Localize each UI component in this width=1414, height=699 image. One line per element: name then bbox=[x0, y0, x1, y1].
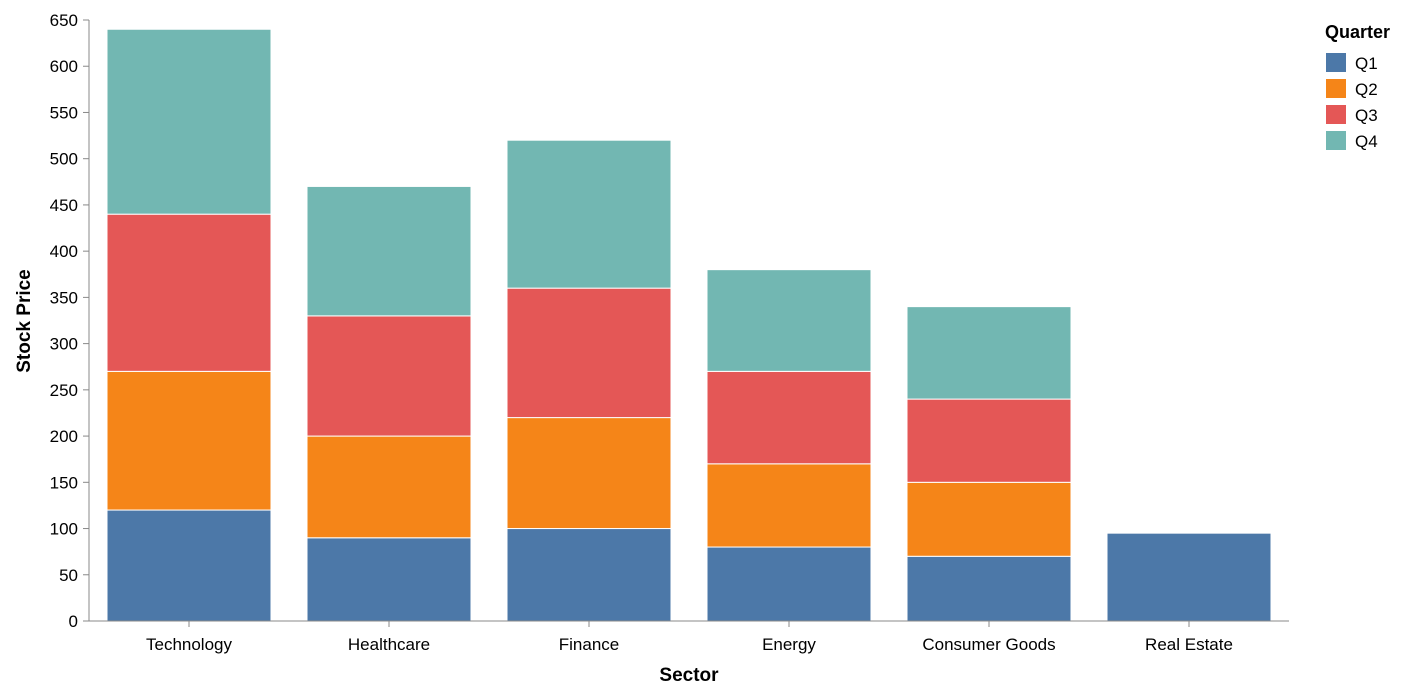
legend-items: Q1 Q2 Q3 Q4 bbox=[1326, 53, 1378, 151]
bar-technology-q4 bbox=[106, 28, 272, 215]
y-tick-label: 0 bbox=[69, 612, 78, 631]
x-tick-label: Real Estate bbox=[1145, 635, 1233, 654]
bar-energy-q4 bbox=[706, 269, 872, 372]
x-tick-label: Healthcare bbox=[348, 635, 430, 654]
bar-healthcare-q1 bbox=[306, 537, 472, 622]
legend: Quarter Q1 Q2 Q3 Q4 bbox=[1325, 22, 1390, 151]
bar-healthcare-q2 bbox=[306, 435, 472, 539]
legend-swatch-q2 bbox=[1326, 79, 1346, 98]
y-tick-label: 400 bbox=[50, 242, 78, 261]
bar-healthcare-q4 bbox=[306, 185, 472, 317]
x-tick-label: Technology bbox=[146, 635, 233, 654]
y-tick-label: 50 bbox=[59, 566, 78, 585]
y-tick-label: 200 bbox=[50, 427, 78, 446]
x-tick-label: Consumer Goods bbox=[922, 635, 1055, 654]
y-tick-label: 150 bbox=[50, 473, 78, 492]
y-tick-label: 500 bbox=[50, 150, 78, 169]
bar-healthcare-q3 bbox=[306, 315, 472, 437]
y-tick-label: 300 bbox=[50, 335, 78, 354]
legend-label-q4: Q4 bbox=[1355, 132, 1378, 151]
legend-title: Quarter bbox=[1325, 22, 1390, 42]
y-axis: 0 50 100 150 200 250 300 350 400 450 500 550 600 650 bbox=[50, 11, 90, 631]
legend-label-q2: Q2 bbox=[1355, 80, 1378, 99]
x-axis-title: Sector bbox=[659, 665, 719, 686]
x-tick-label: Energy bbox=[762, 635, 816, 654]
y-tick-label: 250 bbox=[50, 381, 78, 400]
legend-swatch-q1 bbox=[1326, 53, 1346, 72]
bar-technology-q2 bbox=[106, 370, 272, 511]
y-tick-label: 350 bbox=[50, 288, 78, 307]
legend-swatch-q3 bbox=[1326, 105, 1346, 124]
bar-real-estate-q1 bbox=[1106, 532, 1272, 622]
bar-technology-q1 bbox=[106, 509, 272, 622]
y-tick-label: 600 bbox=[50, 57, 78, 76]
legend-label-q3: Q3 bbox=[1355, 106, 1378, 125]
bar-finance-q1 bbox=[506, 528, 672, 622]
legend-swatch-q4 bbox=[1326, 131, 1346, 150]
y-tick-label: 550 bbox=[50, 103, 78, 122]
bar-consumer-goods-q3 bbox=[906, 398, 1072, 483]
y-tick-label: 450 bbox=[50, 196, 78, 215]
bar-finance-q4 bbox=[506, 139, 672, 289]
x-axis: Technology Healthcare Finance Energy Consume… bbox=[89, 620, 1289, 654]
bar-energy-q1 bbox=[706, 546, 872, 622]
bar-finance-q2 bbox=[506, 417, 672, 530]
bar-energy-q2 bbox=[706, 463, 872, 548]
y-axis-title: Stock Price bbox=[14, 269, 35, 373]
bar-energy-q3 bbox=[706, 370, 872, 465]
x-tick-label: Finance bbox=[559, 635, 619, 654]
y-tick-label: 650 bbox=[50, 11, 78, 30]
legend-label-q1: Q1 bbox=[1355, 54, 1378, 73]
bars-layer bbox=[106, 28, 1272, 622]
bar-finance-q3 bbox=[506, 287, 672, 419]
bar-consumer-goods-q4 bbox=[906, 306, 1072, 400]
bar-technology-q3 bbox=[106, 213, 272, 372]
bar-consumer-goods-q2 bbox=[906, 481, 1072, 557]
bar-consumer-goods-q1 bbox=[906, 555, 1072, 622]
y-tick-label: 100 bbox=[50, 520, 78, 539]
